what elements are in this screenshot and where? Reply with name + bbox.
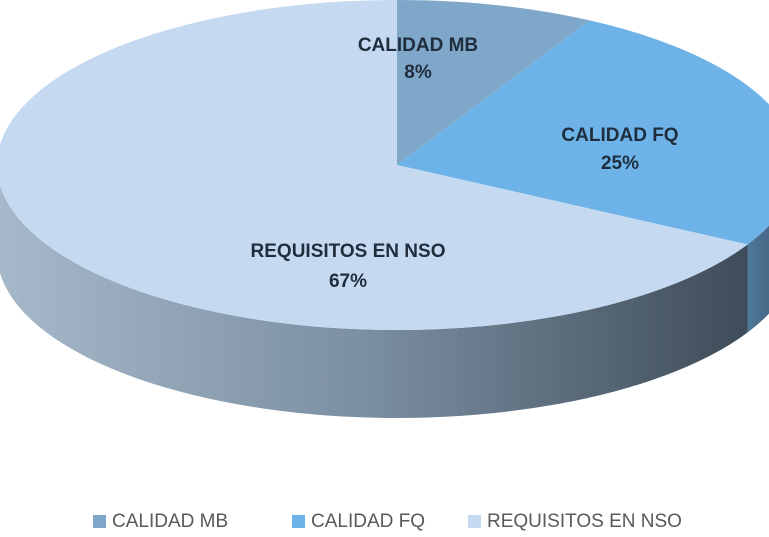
data-label-value: 8% xyxy=(404,62,432,83)
data-label-name: CALIDAD MB xyxy=(358,35,478,56)
legend-swatch xyxy=(468,515,481,528)
legend-label: REQUISITOS EN NSO xyxy=(487,511,682,532)
legend-swatch xyxy=(93,515,106,528)
data-label-value: 67% xyxy=(329,271,367,292)
pie-slice xyxy=(0,0,748,330)
data-label-name: REQUISITOS EN NSO xyxy=(251,241,446,262)
data-label-value: 25% xyxy=(601,153,639,174)
pie-side xyxy=(747,225,769,333)
legend-swatch xyxy=(292,515,305,528)
pie-slice xyxy=(397,0,590,165)
pie-slice xyxy=(397,20,769,245)
pie-side xyxy=(0,185,748,418)
legend-label: CALIDAD MB xyxy=(112,511,228,532)
data-label-name: CALIDAD FQ xyxy=(561,125,678,146)
legend-label: CALIDAD FQ xyxy=(311,511,425,532)
